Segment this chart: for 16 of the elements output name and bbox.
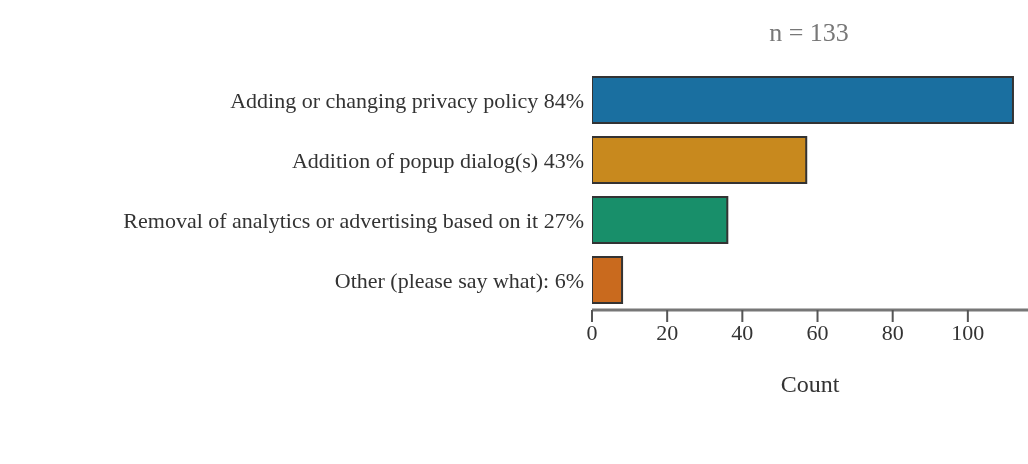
bar bbox=[592, 196, 729, 244]
bar bbox=[592, 76, 1014, 124]
x-tick-label: 80 bbox=[881, 319, 904, 345]
y-tick-label: Adding or changing privacy policy 84% bbox=[230, 87, 584, 113]
x-tick-label: 20 bbox=[656, 319, 679, 345]
x-tick-label: 0 bbox=[586, 319, 598, 345]
x-axis-title: Count bbox=[780, 371, 840, 397]
x-tick-label: 60 bbox=[806, 319, 829, 345]
x-tick-label: 40 bbox=[731, 319, 754, 345]
bar bbox=[592, 256, 624, 304]
y-tick-label: Addition of popup dialog(s) 43% bbox=[291, 147, 584, 173]
y-tick-label: Other (please say what): 6% bbox=[334, 267, 584, 293]
bar bbox=[592, 136, 808, 184]
chart-title: n = 133 bbox=[768, 18, 850, 48]
y-tick-label: Removal of analytics or advertising based on it 27% bbox=[123, 207, 584, 233]
x-tick-label: 100 bbox=[951, 319, 985, 345]
